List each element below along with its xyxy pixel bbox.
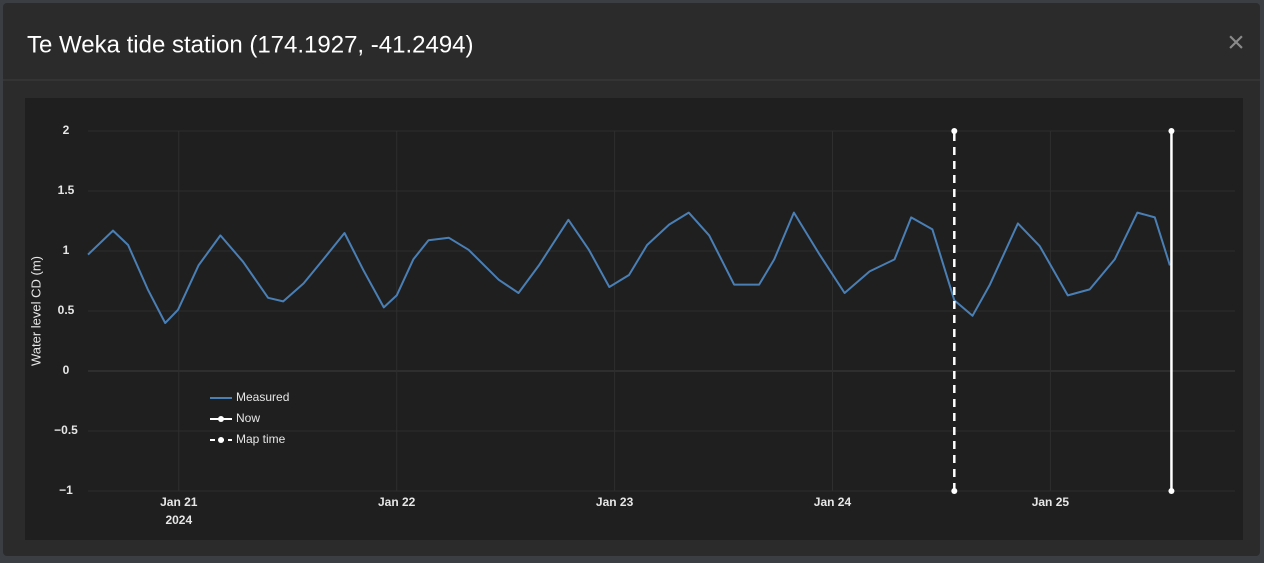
y-axis-label: Water level CD (m) [28,256,43,366]
legend-label: Now [236,411,260,425]
modal-title: Te Weka tide station (174.1927, -41.2494… [27,31,474,58]
y-tick-label: −1 [59,483,73,497]
x-tick-label: Jan 21 [160,495,198,509]
vertical-marker-end [951,128,958,134]
x-tick-sublabel: 2024 [165,513,192,527]
close-button[interactable]: × [1227,26,1245,59]
plot: −1 −0.5 0 0.5 1 1.5 2 Jan 21 2024 Jan 22 Jan 23 Jan… [28,123,1235,527]
y-tick-label: 1.5 [58,183,75,197]
y-tick-label: 0 [63,363,70,377]
x-tick-label: Jan 25 [1032,495,1070,509]
x-tick-label: Jan 22 [378,495,416,509]
chart-panel [25,98,1243,540]
vertical-marker-end [951,488,958,494]
vertical-marker-end [1168,488,1175,494]
legend-label: Map time [236,432,286,446]
x-tick-label: Jan 23 [596,495,634,509]
legend-dot [218,416,224,422]
x-tick-label: Jan 24 [814,495,852,509]
legend-label: Measured [236,390,289,404]
y-tick-label: −0.5 [54,423,78,437]
y-tick-label: 2 [63,123,70,137]
vertical-marker-end [1168,128,1175,134]
legend-dot [218,437,224,443]
series-line [87,211,1171,324]
y-tick-label: 0.5 [58,303,75,317]
y-tick-label: 1 [63,243,70,257]
